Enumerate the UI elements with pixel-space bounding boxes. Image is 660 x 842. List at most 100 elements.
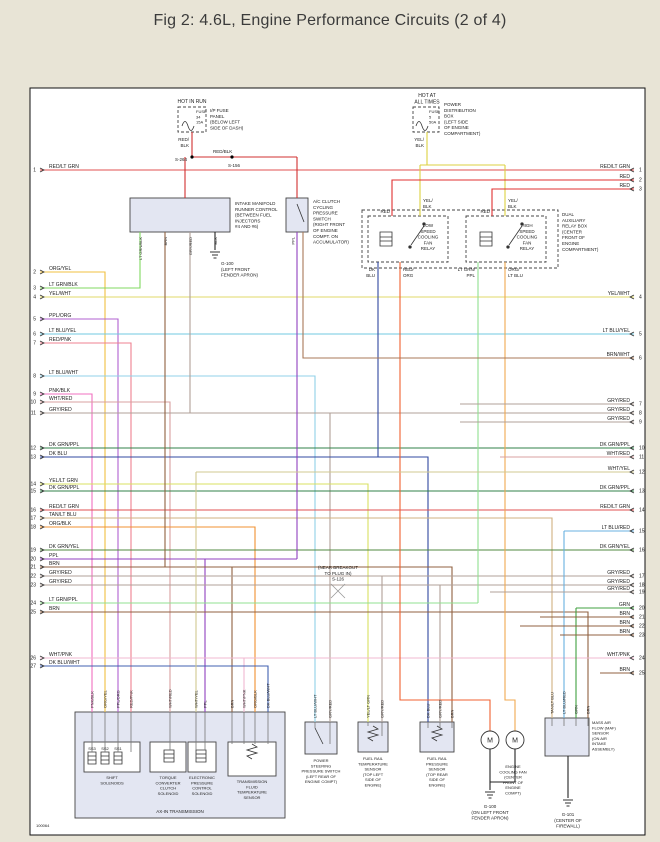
wire-label-rotated: PNK/BLK — [90, 691, 95, 708]
right-pin-number: 12 — [639, 470, 645, 476]
left-pin-number: 19 — [30, 548, 36, 554]
left-pin-number: 20 — [30, 557, 36, 563]
wire-label-rotated: RED/PNK — [129, 690, 134, 708]
left-pin-number: 4 — [33, 295, 36, 301]
shift-solenoids-label: SHIFT SOLENOIDS — [100, 775, 124, 785]
transmission-internal-wires — [91, 712, 269, 752]
s126-splice-x — [330, 583, 346, 599]
wire-org-blk — [40, 526, 256, 712]
left-pin-connector — [39, 285, 45, 291]
left-pin-connector — [39, 507, 45, 513]
left-pin-connector — [39, 373, 45, 379]
right-pin-number: 3 — [639, 187, 642, 193]
right-pin-connector — [629, 528, 635, 534]
red-blk-vertical-label: RED/BLK — [178, 137, 190, 148]
tcc-coil — [163, 749, 175, 763]
left-pin-connector — [39, 556, 45, 562]
frt-label: FUEL RAIL TEMPERATURE SENSOR (TOP LEFT SIDE … — [358, 756, 388, 788]
wire-dk-blu — [40, 456, 429, 722]
left-pin-number: 7 — [33, 341, 36, 347]
left-pin-connector — [39, 167, 45, 173]
imrc-pin-label: GRY/RED — [188, 237, 193, 255]
imrc-pin-label: BRN — [163, 237, 168, 246]
ps-switch-box — [304, 721, 338, 755]
high-relay-switch — [508, 225, 523, 246]
left-pin-label: TAN/LT BLU — [49, 512, 77, 518]
right-pin-label: RED — [619, 183, 630, 189]
right-pin-label: WHT/RED — [607, 451, 631, 457]
left-pin-label: PNK/BLK — [49, 388, 71, 394]
hot-in-run-label: HOT IN RUN — [177, 99, 206, 105]
left-pin-connector — [39, 316, 45, 322]
yel-blk-vertical-label: YEL/BLK — [414, 137, 425, 148]
fan-motor-1-letter: M — [487, 737, 493, 744]
right-pin-label: RED/LT GRN — [600, 504, 630, 510]
left-pin-number: 23 — [30, 583, 36, 589]
right-pin-label: DK GRN/PPL — [600, 442, 631, 448]
sensor-internal-wires — [314, 722, 453, 744]
s156-splice — [230, 155, 234, 159]
left-pin-number: 3 — [33, 286, 36, 292]
right-pin-label: RED — [619, 174, 630, 180]
right-pin-connector — [629, 547, 635, 553]
left-pin-label: BRN — [49, 606, 60, 612]
left-pin-label: DK BLU/WHT — [49, 660, 80, 666]
right-pin-number: 21 — [639, 615, 645, 621]
ip-panel-label: I/P FUSE PANEL (BELOW LEFT SIDE OF DASH) — [210, 108, 244, 130]
ps-switch-label: POWER STEERING PRESSURE SWITCH (LEFT REAR O… — [302, 758, 341, 784]
left-pin-number: 14 — [30, 482, 36, 488]
shift-solenoid-coils — [87, 751, 123, 765]
wire-label-rotated: LT BLU/RED — [562, 691, 567, 714]
maf-label: MASS AIR FLOW (MAF) SENSOR (ON AIR INTAKE ASS… — [592, 720, 616, 752]
left-pin-number: 25 — [30, 610, 36, 616]
right-pin-number: 2 — [639, 178, 642, 184]
left-pin-label: LT BLU/YEL — [49, 328, 77, 334]
left-pin-number: 8 — [33, 374, 36, 380]
right-pin-connector — [629, 469, 635, 475]
transmission-label: AX-IN TRANSMISSION — [156, 809, 203, 814]
right-pin-label: GRY/RED — [607, 398, 630, 404]
left-pin-label: WHT/RED — [49, 396, 73, 402]
fan-label: ENGINE COOLING FAN (CENTER FRONT OF ENGINE CO… — [499, 764, 526, 796]
left-pin-number: 12 — [30, 446, 36, 452]
epc-label: ELECTRONIC PRESSURE CONTROL SOLENOID — [189, 775, 215, 796]
ip-fuse-text: FUSE 34 15A — [196, 109, 207, 125]
low-relay-switch — [410, 225, 425, 246]
left-pin-label: BRN — [49, 561, 60, 567]
right-pin-connector — [629, 331, 635, 337]
wire-label-rotated: GRN — [574, 705, 579, 714]
right-pin-label: WHT/PNK — [607, 652, 631, 658]
wire-red — [491, 188, 634, 216]
right-pin-number: 14 — [639, 508, 645, 514]
dual-aux-label: DUAL AUXILIARY RELAY BOX (CENTER FRONT OF ENG… — [562, 212, 599, 252]
fan-motor-2-letter: M — [512, 737, 518, 744]
left-pin-connector — [39, 410, 45, 416]
left-pin-connector — [39, 609, 45, 615]
left-pin-connector — [39, 524, 45, 530]
left-pin-connector — [39, 488, 45, 494]
wire-label-rotated: LT BLU/WHT — [313, 694, 318, 718]
imrc-label: INTAKE MANIFOLD RUNNER CONTROL (BETWEEN FU… — [235, 201, 278, 229]
left-pin-label: RED/LT GRN — [49, 164, 79, 170]
wire-label-rotated: WHT/RED — [168, 689, 173, 708]
right-pin-number: 20 — [639, 606, 645, 612]
right-pin-number: 17 — [639, 574, 645, 580]
imrc-pin-label: BLK — [213, 237, 218, 245]
left-pin-number: 27 — [30, 664, 36, 670]
left-pin-connector — [39, 655, 45, 661]
ip-fuse-element — [181, 121, 195, 131]
g100-fan-ground-label: G-100 (ON LEFT FRONT FENDER APRON) — [471, 804, 509, 821]
right-pin-connector — [629, 401, 635, 407]
right-pin-connector — [629, 454, 635, 460]
s264-label: S-264 — [175, 157, 188, 162]
left-pin-number: 17 — [30, 516, 36, 522]
left-pin-label: YEL/WHT — [49, 291, 71, 297]
right-pin-label: YEL/WHT — [608, 291, 630, 297]
ss3-label: SS3 — [88, 746, 96, 751]
right-pin-number: 15 — [639, 529, 645, 535]
left-pin-number: 10 — [30, 400, 36, 406]
left-pin-connector — [39, 391, 45, 397]
right-pin-number: 1 — [639, 168, 642, 174]
left-pin-label: GRY/RED — [49, 579, 72, 585]
s264-splice — [190, 155, 194, 159]
